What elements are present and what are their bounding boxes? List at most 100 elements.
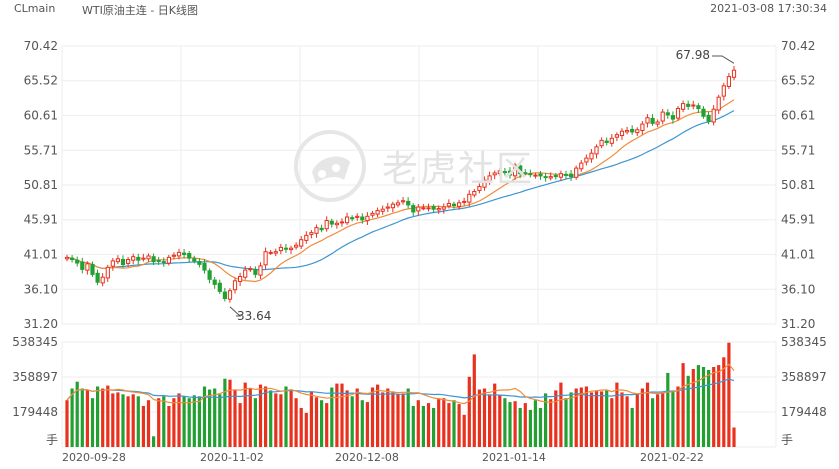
candle-body xyxy=(441,206,446,210)
candle-body xyxy=(248,268,253,271)
candle-body xyxy=(273,251,278,254)
y-tick-label-right: 55.71 xyxy=(781,143,815,157)
candle-body xyxy=(131,256,136,261)
volume-bar xyxy=(707,370,711,447)
candle-body xyxy=(115,258,121,263)
volume-ma-short-line xyxy=(66,363,735,405)
candle-body xyxy=(594,146,599,155)
volume-bar xyxy=(386,388,390,447)
candle-body xyxy=(650,117,655,124)
candle-body xyxy=(467,193,472,203)
candle-body xyxy=(451,203,457,207)
volume-bar xyxy=(345,390,349,447)
volume-bar xyxy=(635,394,639,447)
volume-bar xyxy=(192,395,196,447)
candle-body xyxy=(360,216,365,221)
volume-bar xyxy=(437,398,441,447)
candle-body xyxy=(207,270,212,280)
volume-bar xyxy=(712,367,716,447)
volume-tick-label-right: 手 xyxy=(781,433,793,447)
volume-bar xyxy=(574,388,578,447)
candle-body xyxy=(513,164,518,177)
volume-bar xyxy=(187,398,191,447)
y-tick-label-right: 36.10 xyxy=(781,282,815,296)
candle-body xyxy=(324,220,329,230)
candle-body xyxy=(645,117,650,124)
volume-bar xyxy=(157,398,161,447)
volume-bar xyxy=(528,409,532,447)
candle-body xyxy=(731,69,737,78)
candle-body xyxy=(334,222,339,226)
y-tick-label-right: 60.61 xyxy=(781,109,815,123)
candle-body xyxy=(85,263,90,271)
volume-bar xyxy=(676,386,680,447)
volume-bar xyxy=(640,388,644,447)
candle-body xyxy=(426,207,431,210)
candle-body xyxy=(70,257,75,261)
candle-body xyxy=(706,114,711,122)
volume-bar xyxy=(447,403,451,447)
volume-bar xyxy=(538,408,543,447)
candle-body xyxy=(411,205,416,213)
candle-body xyxy=(711,108,716,123)
candle-body xyxy=(665,112,670,116)
candle-body xyxy=(477,186,482,191)
volume-bar xyxy=(360,400,364,447)
y-tick-label-right: 31.20 xyxy=(781,317,815,331)
x-tick-label: 2021-01-14 xyxy=(482,451,546,464)
volume-bar xyxy=(722,357,726,447)
candle-body xyxy=(197,261,202,265)
volume-bar xyxy=(391,391,395,447)
volume-bar xyxy=(579,387,583,447)
volume-bar xyxy=(401,393,405,447)
candle-body xyxy=(563,173,569,176)
volume-bar xyxy=(513,401,517,447)
candle-body xyxy=(691,104,696,107)
candle-body xyxy=(75,259,80,264)
volume-bar xyxy=(126,396,130,447)
candle-body xyxy=(120,259,126,265)
volume-bar xyxy=(620,392,624,447)
candle-body xyxy=(436,208,441,211)
volume-bar xyxy=(732,427,736,447)
candle-body xyxy=(574,167,579,178)
y-tick-label-left: 36.10 xyxy=(24,282,58,296)
candle-body xyxy=(156,260,161,263)
volume-bar xyxy=(381,392,385,447)
volume-bar xyxy=(681,363,685,447)
volume-bar xyxy=(406,388,410,447)
volume-bar xyxy=(233,390,237,447)
volume-bar xyxy=(314,397,319,447)
chart-title: WTI原油主连 - 日K线图 xyxy=(82,4,199,17)
candle-body xyxy=(421,207,426,210)
volume-bar xyxy=(238,403,242,447)
candle-body xyxy=(538,173,543,177)
volume-bar xyxy=(243,382,247,447)
volume-bar xyxy=(248,388,252,447)
candle-body xyxy=(528,173,533,176)
candle-body xyxy=(721,85,726,97)
volume-bar xyxy=(472,354,476,447)
candle-body xyxy=(579,162,584,170)
volume-bar xyxy=(589,392,594,447)
volume-bar xyxy=(340,383,344,447)
y-tick-label-left: 70.42 xyxy=(24,39,58,53)
candle-body xyxy=(487,175,492,182)
volume-bar xyxy=(330,387,334,447)
volume-tick-label-left: 538345 xyxy=(12,335,58,349)
volume-bar xyxy=(197,396,201,447)
volume-bar xyxy=(549,399,553,447)
volume-bar xyxy=(564,398,568,447)
candle-body xyxy=(482,179,487,188)
candle-body xyxy=(345,216,350,224)
candle-body xyxy=(253,268,258,275)
candle-body xyxy=(553,175,558,178)
volume-tick-label-right: 179448 xyxy=(781,405,827,419)
volume-bar xyxy=(488,394,492,447)
candle-body xyxy=(462,200,467,203)
volume-bar xyxy=(182,396,186,447)
volume-bar xyxy=(544,393,548,447)
volume-bar xyxy=(508,402,512,447)
volume-bar xyxy=(85,390,89,447)
volume-bar xyxy=(717,365,721,447)
